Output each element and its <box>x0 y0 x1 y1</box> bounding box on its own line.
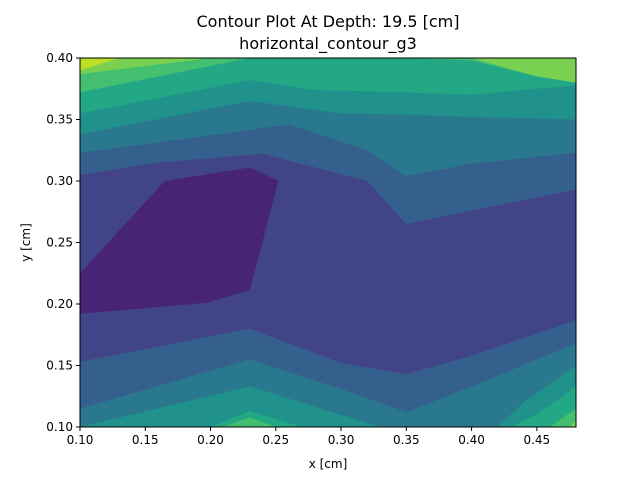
contour-region-16 <box>549 408 576 427</box>
contour-region-15 <box>223 417 276 427</box>
x-tick-label: 0.25 <box>262 433 289 447</box>
x-tick-label: 0.45 <box>523 433 550 447</box>
x-axis-label: x [cm] <box>309 457 348 471</box>
contour-region-11 <box>80 386 381 427</box>
contour-region-7 <box>80 58 250 74</box>
x-tick-label: 0.20 <box>197 433 224 447</box>
chart-subtitle: horizontal_contour_g3 <box>239 34 417 53</box>
y-tick-label: 0.10 <box>46 420 73 434</box>
x-axis-ticks: 0.10 0.15 0.20 0.25 0.30 0.35 0.40 0.45 <box>67 427 550 447</box>
y-axis-label: y [cm] <box>19 223 33 262</box>
chart-title: Contour Plot At Depth: 19.5 [cm] <box>196 12 460 31</box>
contour-region-5 <box>80 58 576 114</box>
x-tick-label: 0.35 <box>393 433 420 447</box>
contour-region-9 <box>80 58 120 71</box>
y-tick-label: 0.35 <box>46 113 73 127</box>
x-tick-label: 0.15 <box>132 433 159 447</box>
y-axis-ticks: 0.10 0.15 0.20 0.25 0.30 0.35 0.40 <box>46 51 80 434</box>
contour-region-12 <box>432 365 576 427</box>
contour-region-14 <box>510 386 576 427</box>
contour-region-13 <box>171 411 302 427</box>
contour-region-2 <box>80 167 279 314</box>
y-tick-label: 0.25 <box>46 236 73 250</box>
contour-regions <box>80 58 576 427</box>
contour-region-8 <box>471 58 576 83</box>
x-tick-label: 0.30 <box>328 433 355 447</box>
x-tick-label: 0.40 <box>458 433 485 447</box>
y-tick-label: 0.15 <box>46 359 73 373</box>
y-tick-label: 0.30 <box>46 174 73 188</box>
y-tick-label: 0.20 <box>46 297 73 311</box>
x-tick-label: 0.10 <box>67 433 94 447</box>
contour-region-17 <box>569 420 576 427</box>
contour-region-6 <box>80 58 576 93</box>
y-tick-label: 0.40 <box>46 51 73 65</box>
